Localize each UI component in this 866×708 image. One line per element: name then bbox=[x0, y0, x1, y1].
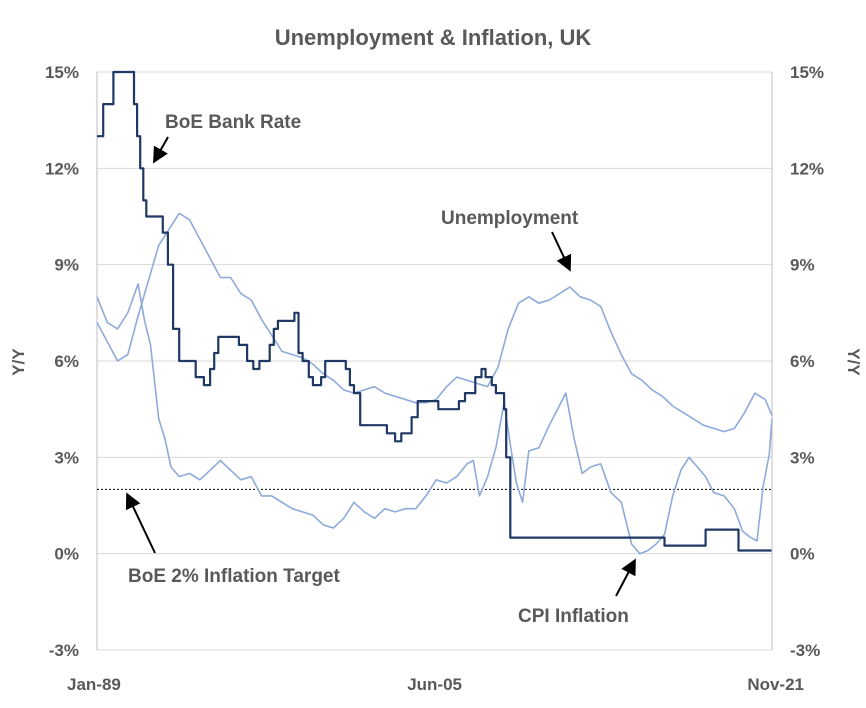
y-axis-left-ticks: -3% 0% 3% 6% 9% 12% 15% bbox=[45, 63, 79, 660]
x-tick-label: Nov-21 bbox=[747, 675, 804, 694]
chart-title: Unemployment & Inflation, UK bbox=[275, 25, 592, 50]
annotation-inflation-target-arrow bbox=[125, 492, 156, 554]
y-tick-label-left: 6% bbox=[54, 352, 79, 371]
y-tick-label-right: 9% bbox=[790, 256, 815, 275]
x-tick-label: Jan-89 bbox=[67, 675, 121, 694]
series bbox=[96, 70, 773, 555]
x-tick-label: Jun-05 bbox=[407, 675, 462, 694]
annotation-bank-rate: BoE Bank Rate bbox=[153, 112, 301, 164]
series-cpi-inflation bbox=[96, 283, 773, 555]
y-tick-label-left: 15% bbox=[45, 63, 79, 82]
annotation-cpi: CPI Inflation bbox=[518, 558, 636, 627]
annotation-cpi-label: CPI Inflation bbox=[518, 606, 629, 627]
y-axis-right-title: Y/Y bbox=[844, 348, 863, 376]
y-tick-label-right: 0% bbox=[790, 545, 815, 564]
y-axis-left-title: Y/Y bbox=[9, 348, 28, 376]
y-tick-label-right: 3% bbox=[790, 448, 815, 467]
y-tick-label-left: -3% bbox=[49, 641, 79, 660]
series-unemployment bbox=[96, 212, 773, 433]
annotation-cpi-arrow bbox=[615, 558, 636, 597]
annotation-inflation-target-label: BoE 2% Inflation Target bbox=[128, 566, 341, 587]
annotation-unemployment: Unemployment bbox=[441, 208, 579, 272]
y-tick-label-right: 15% bbox=[790, 63, 824, 82]
y-tick-label-right: -3% bbox=[790, 641, 820, 660]
y-axis-right-ticks: -3% 0% 3% 6% 9% 12% 15% bbox=[790, 63, 824, 660]
annotation-inflation-target: BoE 2% Inflation Target bbox=[125, 492, 341, 587]
y-tick-label-left: 3% bbox=[54, 448, 79, 467]
x-axis-ticks: Jan-89 Jun-05 Nov-21 bbox=[67, 675, 804, 694]
axes bbox=[96, 72, 773, 650]
y-tick-label-left: 0% bbox=[54, 545, 79, 564]
annotation-bank-rate-label: BoE Bank Rate bbox=[165, 112, 301, 133]
y-tick-label-right: 6% bbox=[790, 352, 815, 371]
gridlines bbox=[97, 71, 772, 651]
y-tick-label-right: 12% bbox=[790, 159, 824, 178]
y-tick-label-left: 9% bbox=[54, 256, 79, 275]
y-tick-label-left: 12% bbox=[45, 159, 79, 178]
series-bank-rate bbox=[97, 70, 772, 552]
annotation-bank-rate-arrow bbox=[153, 136, 169, 164]
annotation-unemployment-arrow bbox=[551, 231, 572, 272]
annotation-unemployment-label: Unemployment bbox=[441, 208, 579, 229]
